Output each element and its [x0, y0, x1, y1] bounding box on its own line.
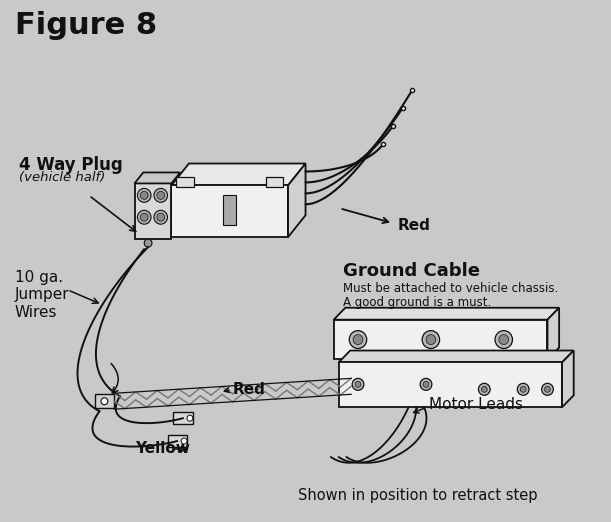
Text: Red: Red	[233, 382, 266, 397]
Text: Ground Cable: Ground Cable	[343, 262, 480, 280]
FancyBboxPatch shape	[174, 412, 193, 424]
Circle shape	[352, 378, 364, 390]
Circle shape	[181, 438, 187, 444]
Circle shape	[420, 378, 432, 390]
Bar	[223, 195, 236, 225]
Circle shape	[154, 188, 167, 203]
Text: Yellow: Yellow	[136, 442, 191, 457]
Circle shape	[423, 382, 429, 387]
Text: Must be attached to vehicle chassis.: Must be attached to vehicle chassis.	[343, 282, 558, 295]
Circle shape	[353, 335, 363, 345]
Text: Motor Leads: Motor Leads	[429, 397, 523, 412]
Polygon shape	[338, 362, 562, 407]
Circle shape	[137, 210, 151, 224]
Circle shape	[141, 213, 148, 221]
Polygon shape	[288, 163, 306, 237]
Text: A good ground is a must.: A good ground is a must.	[343, 296, 492, 309]
Circle shape	[157, 192, 164, 199]
Circle shape	[478, 383, 490, 395]
Circle shape	[157, 213, 164, 221]
Circle shape	[355, 382, 361, 387]
Circle shape	[541, 383, 554, 395]
Circle shape	[141, 192, 148, 199]
Circle shape	[495, 330, 513, 349]
FancyBboxPatch shape	[167, 435, 187, 447]
Polygon shape	[172, 185, 288, 237]
Bar	[177, 177, 194, 187]
Polygon shape	[334, 319, 547, 360]
Polygon shape	[562, 350, 574, 407]
Circle shape	[544, 386, 551, 393]
Circle shape	[349, 330, 367, 349]
Polygon shape	[134, 172, 180, 183]
Text: 4 Way Plug: 4 Way Plug	[19, 156, 123, 173]
Circle shape	[426, 335, 436, 345]
Circle shape	[144, 239, 152, 247]
Circle shape	[101, 398, 108, 405]
Polygon shape	[338, 350, 574, 362]
Circle shape	[154, 210, 167, 224]
Circle shape	[187, 415, 193, 421]
FancyBboxPatch shape	[95, 394, 114, 408]
Bar	[266, 177, 283, 187]
Circle shape	[481, 386, 487, 393]
Polygon shape	[334, 308, 559, 319]
Text: 10 ga.
Jumper
Wires: 10 ga. Jumper Wires	[15, 270, 70, 320]
Text: Red: Red	[398, 218, 431, 233]
Circle shape	[518, 383, 529, 395]
Circle shape	[521, 386, 526, 393]
Circle shape	[422, 330, 440, 349]
Circle shape	[137, 188, 151, 203]
Polygon shape	[547, 308, 559, 360]
Text: (vehicle half): (vehicle half)	[19, 172, 105, 184]
Circle shape	[499, 335, 508, 345]
Text: Shown in position to retract step: Shown in position to retract step	[298, 488, 537, 503]
Polygon shape	[172, 163, 306, 185]
Polygon shape	[134, 183, 172, 239]
Text: Figure 8: Figure 8	[15, 11, 157, 40]
